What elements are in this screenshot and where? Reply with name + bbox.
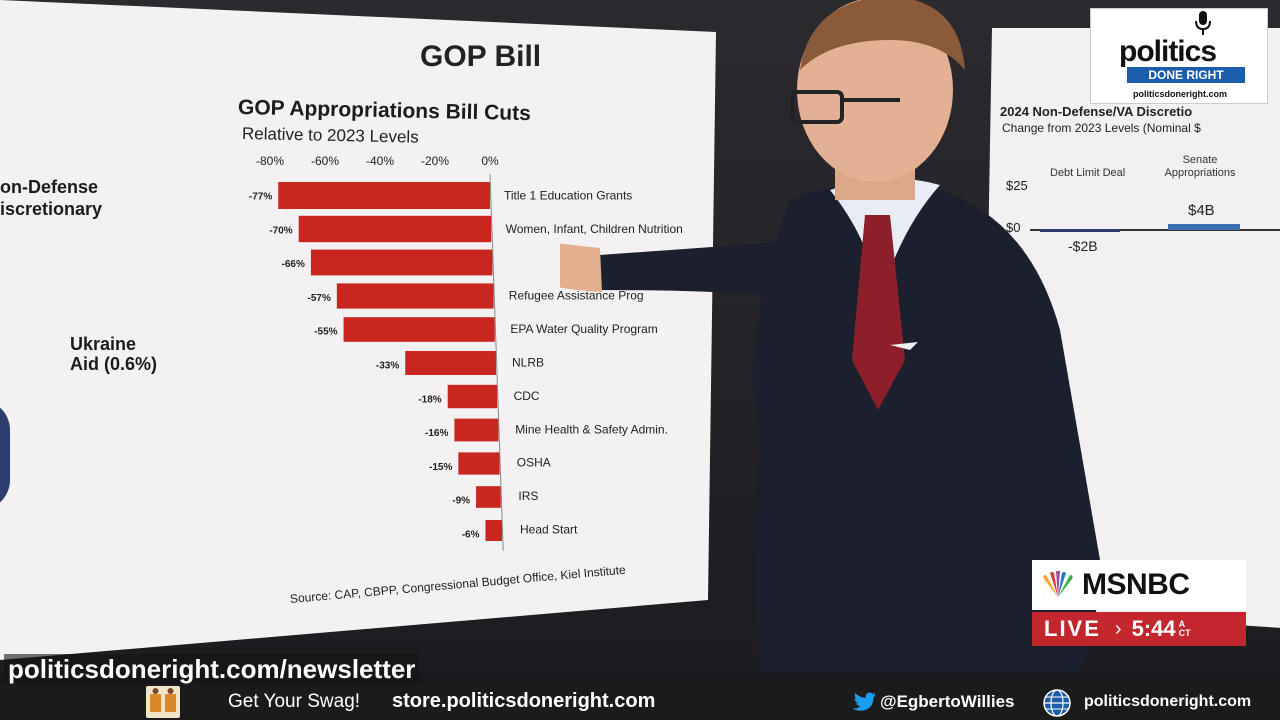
x-axis-ticks: -80% -60% -40% -20% 0% xyxy=(256,154,499,168)
category-label: Mine Health & Safety Admin. xyxy=(515,422,668,436)
x-tick-label: -40% xyxy=(366,154,394,168)
bar xyxy=(278,182,490,209)
broadcast-time: 5:44 xyxy=(1131,616,1176,641)
bar xyxy=(336,283,494,309)
timezone-line-2: CT xyxy=(1178,628,1191,638)
board-title: GOP Bill xyxy=(420,40,542,73)
chart-board: on-Defense iscretionary Ukraine Aid (0.6… xyxy=(0,0,716,660)
msnbc-live-bug: MSNBC LIVE › 5:44 A CT xyxy=(1032,560,1246,646)
video-frame: on-Defense iscretionary Ukraine Aid (0.6… xyxy=(0,0,1280,672)
value-label: -18% xyxy=(418,394,441,405)
category-label: OSHA xyxy=(517,456,551,470)
value-label: -6% xyxy=(462,530,480,541)
glasses xyxy=(790,90,844,124)
bar xyxy=(454,418,499,442)
tie xyxy=(852,215,905,410)
live-label: LIVE xyxy=(1044,616,1101,641)
logo-tagline: DONE RIGHT xyxy=(1127,67,1245,83)
category-label: Women, Infant, Children Nutrition xyxy=(506,222,683,236)
category-label: Head Start xyxy=(520,523,578,537)
store-link[interactable]: store.politicsdoneright.com xyxy=(392,690,656,712)
right-category-label: Debt Limit Deal xyxy=(1050,167,1126,179)
timezone-line-1: A xyxy=(1178,619,1186,629)
promo-bar: Get Your Swag! store.politicsdoneright.c… xyxy=(0,684,1280,720)
bars xyxy=(278,182,502,541)
twitter-icon xyxy=(852,692,876,711)
bar xyxy=(458,452,500,475)
right-bar xyxy=(1168,224,1240,230)
right-bar xyxy=(1040,229,1120,232)
bar xyxy=(298,215,492,243)
pocket-square xyxy=(890,342,918,350)
value-label: -66% xyxy=(282,259,305,270)
swag-label: Get Your Swag! xyxy=(228,691,361,712)
right-chart-subtitle: Change from 2023 Levels (Nominal $ xyxy=(1002,121,1201,135)
category-label: Title 1 Education Grants xyxy=(504,189,632,203)
suit-body xyxy=(754,182,1100,672)
category-label: IRS xyxy=(518,489,538,503)
non-defense-label-line-2: iscretionary xyxy=(0,199,103,219)
peacock-icon xyxy=(1043,571,1073,597)
microphone-icon xyxy=(1195,11,1211,35)
twitter-handle-link[interactable]: @EgbertoWillies xyxy=(880,692,1015,711)
value-label: -70% xyxy=(269,225,292,236)
value-label: -15% xyxy=(429,462,452,473)
right-y-tick: $25 xyxy=(1006,178,1028,193)
ukraine-label-line-2: Aid (0.6%) xyxy=(70,354,158,374)
chevron-right-icon: › xyxy=(1114,617,1122,640)
x-tick-label: -80% xyxy=(256,154,284,168)
globe-icon xyxy=(1043,689,1071,717)
category-label: EPA Water Quality Program xyxy=(510,322,657,336)
timezone-label: A CT xyxy=(1179,620,1191,638)
right-value-label: $4B xyxy=(1188,202,1215,219)
non-defense-label-line-1: on-Defense xyxy=(0,177,99,197)
right-zero-line xyxy=(1030,229,1280,231)
value-labels: -77% -70% -66% -57% -55% -33% -18% -16% -15% -9% -… xyxy=(249,192,480,541)
ukraine-aid-label: Ukraine Aid (0.6%) xyxy=(70,334,157,374)
presenter-figure xyxy=(560,0,1100,672)
hair xyxy=(800,0,965,70)
non-defense-label: on-Defense iscretionary xyxy=(0,176,102,220)
logo-url: politicsdoneright.com xyxy=(1132,89,1227,99)
x-tick-label: -60% xyxy=(311,154,339,168)
zero-axis-line xyxy=(489,173,504,551)
msnbc-logo-panel: MSNBC xyxy=(1032,560,1246,610)
right-y-tick: $0 xyxy=(1006,220,1021,235)
logo-wordmark: politics xyxy=(1119,35,1217,68)
ukraine-label-line-1: Ukraine xyxy=(70,334,137,354)
category-labels: Title 1 Education Grants Women, Infant, C… xyxy=(504,189,683,537)
merch-icon xyxy=(146,686,180,718)
bar xyxy=(447,384,498,409)
x-tick-label: 0% xyxy=(481,154,499,168)
pointing-arm xyxy=(598,240,820,300)
newsletter-url-overlay[interactable]: politicsdoneright.com/newsletter xyxy=(4,654,420,684)
category-label: NLRB xyxy=(512,356,544,370)
value-label: -57% xyxy=(307,293,330,304)
bar xyxy=(310,249,493,276)
value-label: -33% xyxy=(376,361,399,372)
value-label: -9% xyxy=(452,496,470,507)
bar-chart: -80% -60% -40% -20% 0% -77%-70%-66%-57%-55%-… xyxy=(249,154,683,551)
bar xyxy=(405,351,496,375)
pie-slice-fragment-navy xyxy=(0,400,10,510)
right-chart-title: 2024 Non-Defense/VA Discretio xyxy=(1000,104,1193,119)
right-value-label: -$2B xyxy=(1068,238,1098,254)
category-label: Refugee Assistance Prog xyxy=(509,289,644,303)
right-category-label: Senate Appropriations xyxy=(1164,154,1236,179)
x-tick-label: -20% xyxy=(421,154,449,168)
value-label: -55% xyxy=(314,327,337,338)
bar xyxy=(476,486,501,508)
politics-done-right-logo: politics DONE RIGHT politicsdoneright.co… xyxy=(1090,8,1268,104)
bar xyxy=(485,520,502,541)
live-bar: LIVE › 5:44 A CT xyxy=(1032,612,1246,646)
value-label: -16% xyxy=(425,428,448,439)
bar xyxy=(343,317,495,342)
value-label: -77% xyxy=(249,192,272,203)
hand xyxy=(560,243,602,292)
website-link[interactable]: politicsdoneright.com xyxy=(1084,693,1252,710)
category-label: CDC xyxy=(514,389,540,403)
msnbc-wordmark: MSNBC xyxy=(1082,568,1190,601)
